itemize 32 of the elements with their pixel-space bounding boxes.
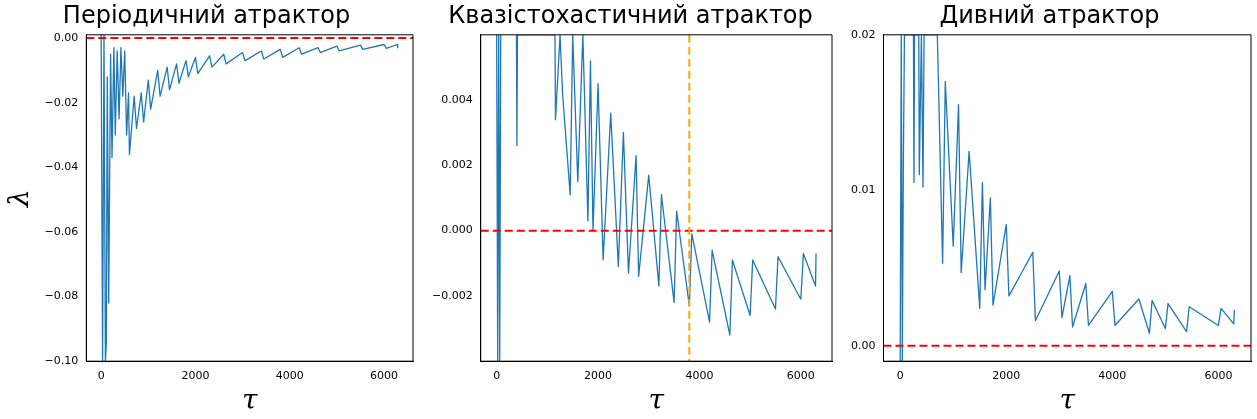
y-tick-label: −0.002	[431, 288, 473, 302]
y-tick-label: −0.02	[44, 95, 79, 109]
x-tick-label: 4000	[275, 368, 304, 382]
x-tick-label: 0	[97, 368, 105, 382]
y-tick-label: −0.10	[44, 354, 79, 368]
x-tick-label: 2000	[181, 368, 210, 382]
y-tick-label: 0.00	[53, 30, 79, 44]
x-tick-label: 2000	[992, 368, 1021, 382]
chart-title: Періодичний атрактор	[62, 0, 351, 29]
y-tick-label: −0.06	[44, 224, 79, 238]
y-tick-label: 0.000	[441, 223, 473, 237]
y-tick-label: −0.04	[44, 160, 79, 174]
x-axis-title: τ	[1059, 383, 1076, 417]
chart-title: Дивний атрактор	[939, 0, 1160, 29]
y-tick-label: 0.002	[441, 158, 473, 172]
x-tick-label: 6000	[370, 368, 399, 382]
x-axis-title: τ	[648, 383, 665, 417]
y-tick-label: 0.004	[441, 92, 473, 106]
x-tick-label: 4000	[1098, 368, 1127, 382]
x-tick-label: 4000	[685, 368, 714, 382]
x-tick-label: 6000	[1204, 368, 1233, 382]
y-tick-label: 0.02	[850, 27, 876, 41]
y-axis-title: λ	[2, 189, 36, 208]
x-tick-label: 6000	[786, 368, 815, 382]
x-tick-label: 0	[896, 368, 904, 382]
x-tick-label: 2000	[584, 368, 613, 382]
x-tick-label: 0	[493, 368, 501, 382]
y-tick-label: 0.00	[850, 338, 876, 352]
x-axis-title: τ	[241, 383, 258, 417]
y-tick-label: −0.08	[44, 289, 79, 303]
y-tick-label: 0.01	[850, 183, 876, 197]
chart-title: Квазістохастичний атрактор	[448, 0, 813, 29]
